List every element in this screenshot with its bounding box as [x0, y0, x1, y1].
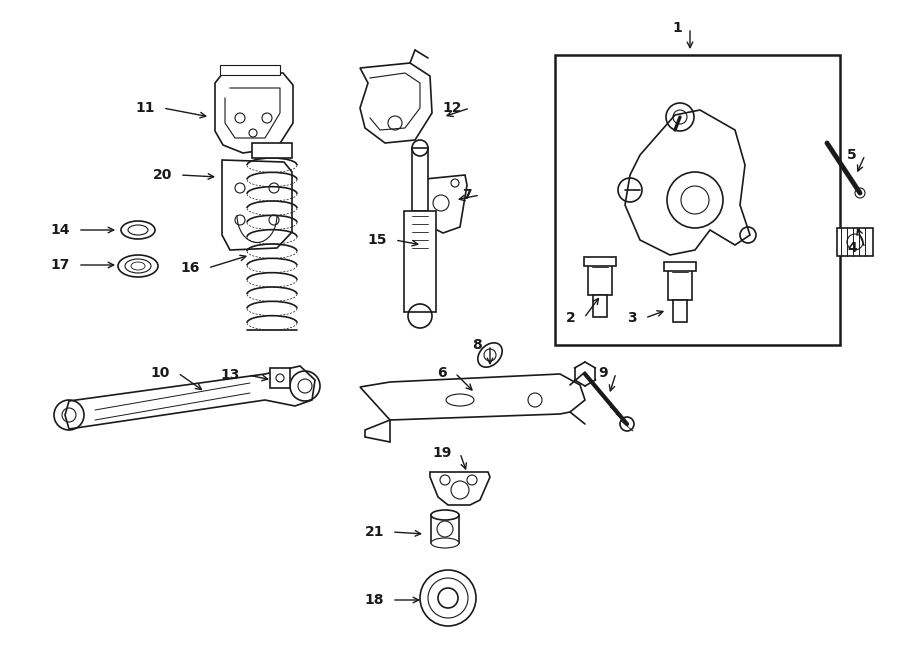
- Text: 7: 7: [463, 188, 472, 202]
- Text: 18: 18: [364, 593, 384, 607]
- Bar: [584, 257, 616, 266]
- Polygon shape: [360, 374, 585, 420]
- Text: 16: 16: [181, 261, 200, 275]
- Bar: [664, 262, 696, 271]
- Bar: [431, 515, 459, 543]
- Bar: [593, 295, 607, 317]
- Bar: [270, 368, 290, 388]
- Text: 13: 13: [220, 368, 240, 382]
- Ellipse shape: [431, 538, 459, 548]
- Polygon shape: [215, 73, 293, 153]
- Text: 14: 14: [50, 223, 70, 237]
- Bar: [412, 148, 428, 211]
- Polygon shape: [625, 110, 750, 255]
- Bar: [668, 270, 692, 300]
- Ellipse shape: [121, 221, 155, 239]
- Text: 4: 4: [847, 241, 857, 255]
- Ellipse shape: [446, 394, 474, 406]
- Text: 19: 19: [433, 446, 452, 460]
- Bar: [588, 265, 612, 295]
- Bar: [837, 228, 873, 256]
- Polygon shape: [360, 63, 432, 143]
- Text: 12: 12: [443, 101, 462, 115]
- Text: 8: 8: [472, 338, 482, 352]
- Bar: [252, 143, 292, 158]
- Text: 15: 15: [367, 233, 387, 247]
- Polygon shape: [365, 420, 390, 442]
- Text: 11: 11: [136, 101, 155, 115]
- Ellipse shape: [118, 255, 158, 277]
- Text: 6: 6: [437, 366, 447, 380]
- Ellipse shape: [478, 343, 502, 367]
- Polygon shape: [415, 175, 467, 233]
- Bar: [220, 65, 280, 75]
- Bar: [673, 300, 687, 322]
- Polygon shape: [65, 366, 315, 429]
- Ellipse shape: [431, 510, 459, 520]
- Text: 20: 20: [153, 168, 172, 182]
- Ellipse shape: [125, 259, 151, 273]
- Text: 9: 9: [598, 366, 608, 380]
- Text: 10: 10: [150, 366, 170, 380]
- Text: 2: 2: [566, 311, 576, 325]
- Polygon shape: [222, 160, 292, 250]
- Bar: [555, 55, 840, 345]
- Text: 1: 1: [672, 21, 682, 35]
- Polygon shape: [430, 472, 490, 505]
- Text: 3: 3: [627, 311, 637, 325]
- Text: 5: 5: [847, 148, 857, 162]
- Ellipse shape: [128, 225, 148, 235]
- Text: 17: 17: [50, 258, 70, 272]
- Text: 21: 21: [364, 525, 384, 539]
- Bar: [404, 211, 436, 312]
- Ellipse shape: [131, 262, 145, 270]
